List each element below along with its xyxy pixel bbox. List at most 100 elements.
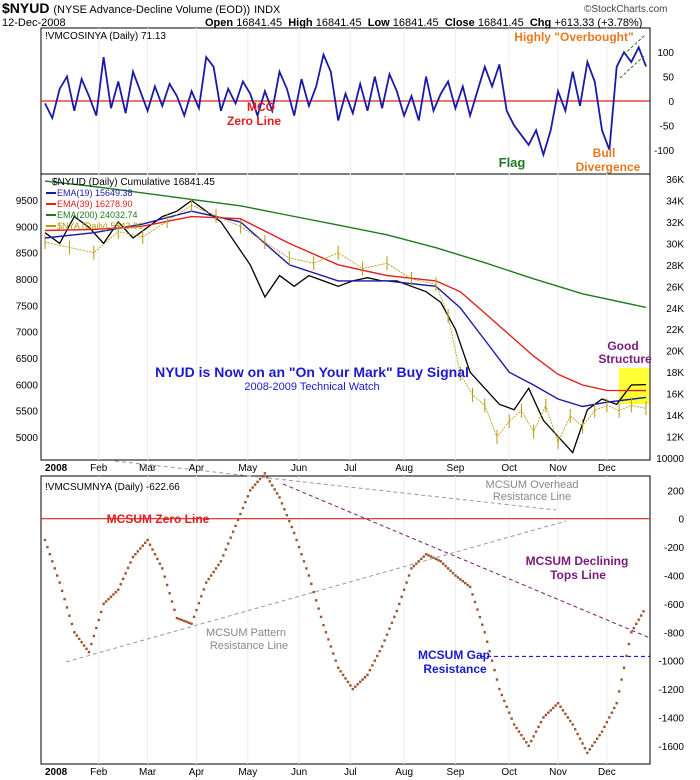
price-right-tick-label: 10000 bbox=[656, 454, 684, 465]
mcsum-point bbox=[222, 554, 225, 557]
mcsum-point bbox=[285, 513, 289, 517]
pattern-label-1: MCSUM Pattern bbox=[206, 627, 286, 639]
mcsum-point bbox=[376, 654, 379, 658]
mcsum-point bbox=[385, 633, 389, 636]
mcsum-point bbox=[139, 547, 142, 550]
mcsum-point bbox=[253, 483, 257, 486]
mcsum-tick-label: -800 bbox=[664, 628, 684, 639]
mcsum-point bbox=[97, 618, 100, 622]
mcsum-point bbox=[432, 556, 435, 559]
mcsum-point bbox=[581, 742, 584, 745]
month-label-bottom: May bbox=[238, 767, 257, 778]
mco-tick-label: 100 bbox=[657, 48, 674, 59]
mcsum-point bbox=[434, 557, 438, 561]
month-label-mid: Dec bbox=[598, 463, 616, 474]
month-label-mid: Apr bbox=[189, 463, 205, 474]
mcsum-point bbox=[498, 687, 501, 691]
mcsum-point bbox=[398, 602, 401, 606]
mcsum-point bbox=[310, 582, 313, 585]
open-value: 16841.45 bbox=[236, 17, 283, 29]
month-label-bottom: Jul bbox=[344, 767, 357, 778]
mcsum-point bbox=[625, 654, 628, 658]
mcsum-point bbox=[605, 720, 609, 724]
mcsum-point bbox=[239, 512, 242, 516]
mcsum-point bbox=[271, 484, 274, 487]
mcsum-point bbox=[483, 631, 486, 634]
mcsum-point bbox=[151, 548, 154, 551]
mcsum-point bbox=[104, 600, 108, 603]
mco-tick-label: 50 bbox=[663, 73, 675, 84]
mcsum-point bbox=[307, 574, 311, 577]
mcsum-point bbox=[229, 536, 232, 539]
legend-ema19: EMA(19) 15649.38 bbox=[57, 188, 133, 198]
mcsum-tick-label: 200 bbox=[667, 486, 684, 497]
mcsum-point bbox=[493, 668, 496, 672]
price-right-tick-label: 24K bbox=[666, 304, 684, 315]
mcsum-point bbox=[390, 621, 394, 625]
price-left-tick-label: 8000 bbox=[16, 275, 39, 286]
mcsum-point bbox=[635, 622, 638, 626]
mcsum-point bbox=[56, 574, 59, 577]
structure-label: Structure bbox=[598, 352, 652, 366]
mcsum-point bbox=[410, 567, 413, 570]
month-label-mid: Feb bbox=[90, 463, 108, 474]
mcsum-point bbox=[158, 562, 162, 565]
mcsum-point bbox=[153, 553, 157, 556]
month-label-mid: Aug bbox=[395, 463, 413, 474]
legend-nya: $NYA (Daily) 5543.96 bbox=[57, 221, 143, 231]
mcsum-point bbox=[126, 566, 130, 570]
price-left-tick-label: 8500 bbox=[16, 249, 39, 260]
mcsum-point bbox=[586, 751, 589, 755]
header-title: $NYUD (NYSE Advance-Decline Volume (EOD)… bbox=[2, 0, 280, 16]
mcsum-point bbox=[454, 574, 457, 577]
mcsum-point bbox=[603, 725, 606, 729]
month-label-bottom: Nov bbox=[549, 767, 567, 778]
month-label-bottom: Feb bbox=[90, 767, 108, 778]
mcsum-point bbox=[190, 622, 193, 625]
mcsum-point bbox=[415, 562, 418, 565]
nya-series-line bbox=[44, 204, 647, 444]
mcsum-point bbox=[305, 567, 308, 570]
mcsum-point bbox=[559, 705, 562, 708]
mcsum-point bbox=[82, 644, 86, 647]
mcsum-point bbox=[224, 548, 227, 551]
mcsum-point bbox=[583, 746, 587, 750]
month-label-bottom: Sep bbox=[447, 767, 465, 778]
price-right-tick-label: 14K bbox=[666, 411, 684, 422]
mcsum-point bbox=[456, 576, 460, 579]
mcsum-point bbox=[361, 678, 364, 681]
mcsum-panel bbox=[40, 475, 651, 765]
mcsum-point bbox=[217, 563, 220, 567]
mcsum-tick-label: -600 bbox=[664, 600, 684, 611]
mcsum-point bbox=[393, 615, 396, 619]
mcsum-point bbox=[280, 502, 284, 505]
mcsum-point bbox=[564, 712, 567, 716]
price-right-tick-label: 28K bbox=[666, 261, 684, 272]
mcsum-point bbox=[373, 659, 377, 662]
mcsum-point bbox=[525, 741, 528, 744]
price-right-tick-label: 30K bbox=[666, 239, 684, 250]
mcsum-point bbox=[131, 555, 135, 559]
mcsum-zero-label: MCSUM Zero Line bbox=[107, 512, 210, 526]
mcsum-point bbox=[366, 673, 369, 677]
technical-watch-label: 2008-2009 Technical Watch bbox=[244, 381, 379, 393]
mcsum-point bbox=[429, 555, 433, 558]
mcsum-point bbox=[368, 668, 372, 672]
price-left-tick-label: 5500 bbox=[16, 407, 39, 418]
mco-tick-label: -100 bbox=[654, 146, 674, 157]
mcsum-point bbox=[302, 560, 306, 563]
mcsum-points-group bbox=[43, 472, 645, 755]
month-label-bottom: Aug bbox=[395, 767, 413, 778]
mcsum-point bbox=[300, 553, 303, 556]
mcsum-point bbox=[53, 567, 56, 570]
price-right-tick-label: 26K bbox=[666, 282, 684, 293]
close-label: Close bbox=[444, 17, 475, 29]
mcsum-point bbox=[630, 631, 633, 634]
gap-label-2: Resistance bbox=[423, 662, 487, 676]
mcsum-point bbox=[275, 492, 279, 495]
mcsum-point bbox=[324, 631, 328, 634]
mcsum-point bbox=[156, 557, 159, 561]
mcsum-point bbox=[349, 684, 352, 687]
mcsum-point bbox=[329, 645, 333, 648]
mcsum-point bbox=[344, 677, 347, 680]
